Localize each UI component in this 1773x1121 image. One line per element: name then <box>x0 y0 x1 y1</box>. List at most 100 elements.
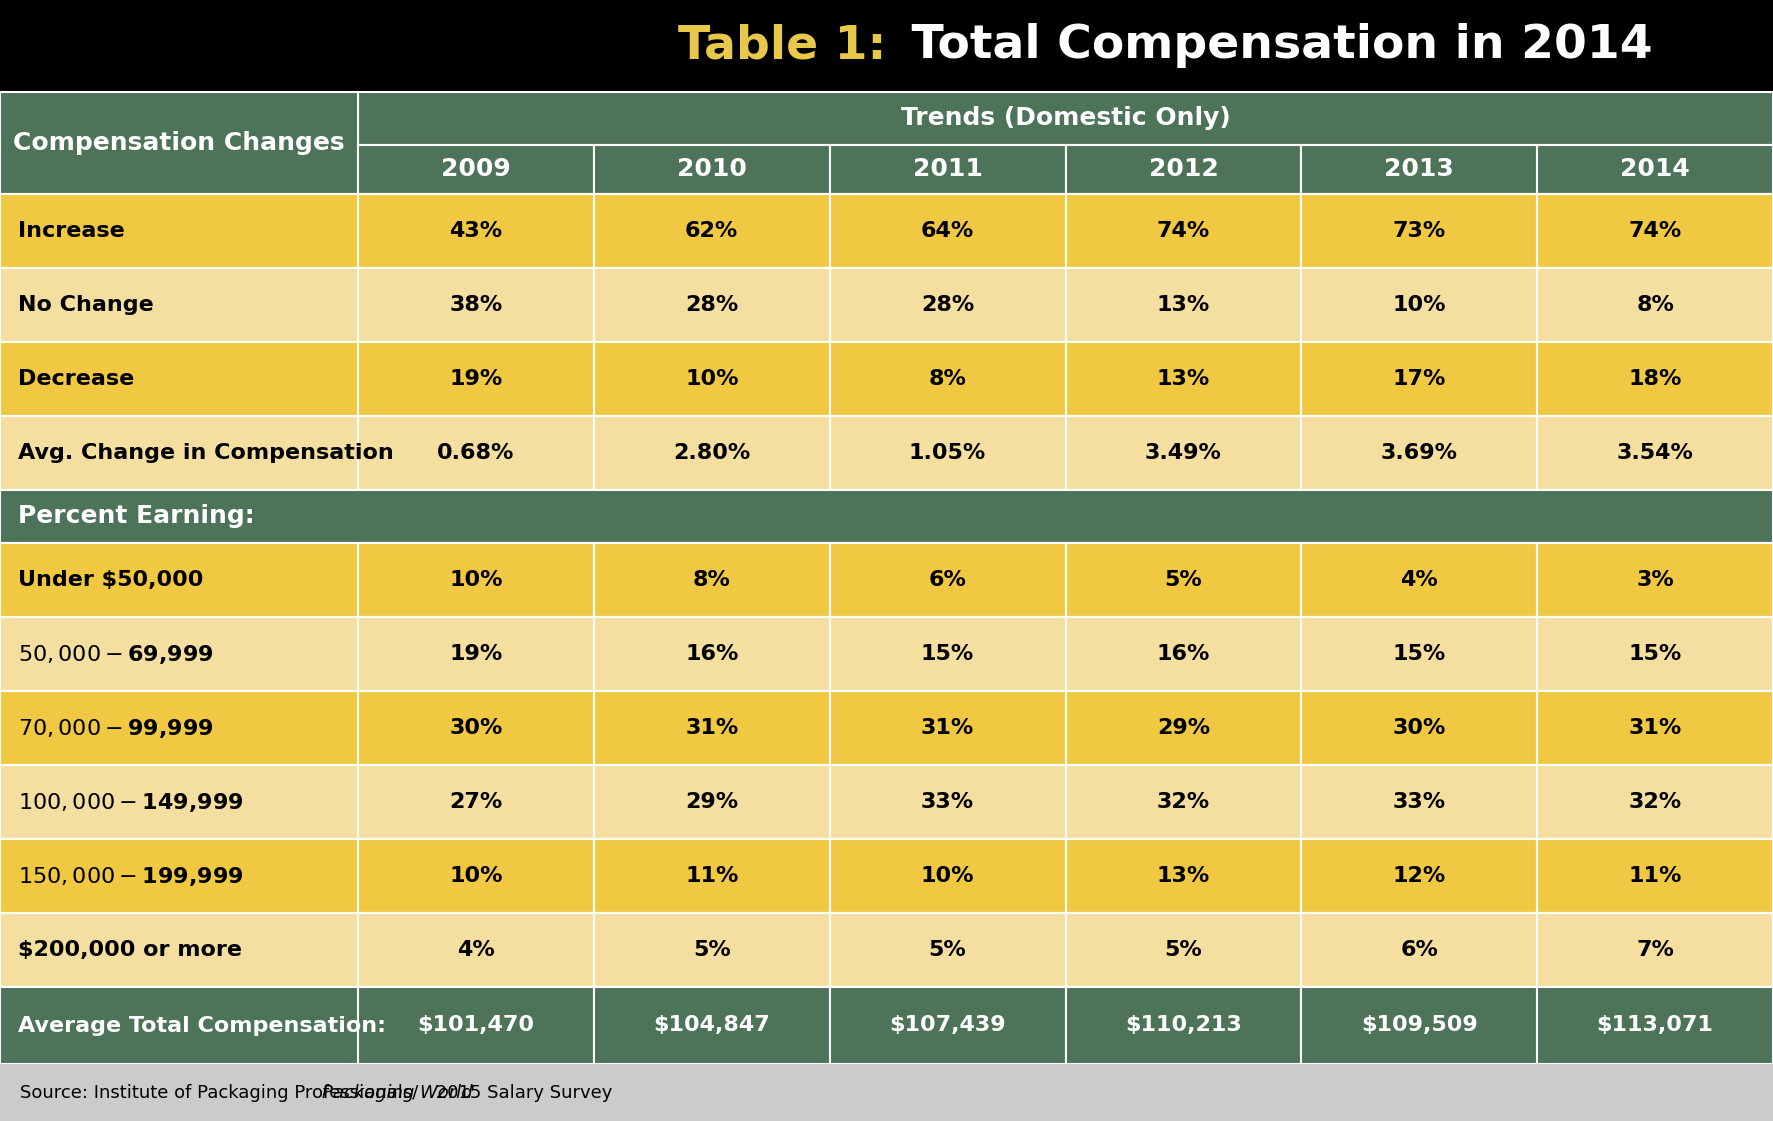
Bar <box>1301 342 1537 416</box>
Text: 33%: 33% <box>920 793 973 812</box>
Text: Decrease: Decrease <box>18 369 135 389</box>
Text: 29%: 29% <box>684 793 738 812</box>
Text: $50,000 - $69,999: $50,000 - $69,999 <box>18 642 215 666</box>
Bar <box>358 912 594 986</box>
Text: 19%: 19% <box>449 369 502 389</box>
Text: 1.05%: 1.05% <box>910 443 986 463</box>
Text: 13%: 13% <box>1156 867 1209 886</box>
Bar <box>1301 416 1537 490</box>
Text: Increase: Increase <box>18 221 124 241</box>
Text: $109,509: $109,509 <box>1362 1016 1477 1036</box>
Bar <box>0 342 1773 416</box>
Text: 16%: 16% <box>1156 643 1211 664</box>
Bar <box>1537 543 1773 617</box>
Text: 73%: 73% <box>1392 221 1445 241</box>
Text: $70,000 - $99,999: $70,000 - $99,999 <box>18 716 215 740</box>
Text: $104,847: $104,847 <box>654 1016 769 1036</box>
Bar <box>594 765 830 839</box>
Bar <box>358 416 594 490</box>
Text: 17%: 17% <box>1392 369 1447 389</box>
Text: 74%: 74% <box>1156 221 1209 241</box>
Bar <box>1537 765 1773 839</box>
Text: 4%: 4% <box>457 941 495 960</box>
Text: Compensation Changes: Compensation Changes <box>12 131 344 155</box>
Text: 13%: 13% <box>1156 295 1209 315</box>
Bar <box>0 92 358 194</box>
Bar <box>1066 268 1301 342</box>
Bar <box>830 268 1066 342</box>
Text: 29%: 29% <box>1156 717 1209 738</box>
Bar <box>830 416 1066 490</box>
Text: 3.69%: 3.69% <box>1381 443 1457 463</box>
Bar <box>830 765 1066 839</box>
Bar <box>1537 145 1773 194</box>
Bar <box>0 1064 1773 1121</box>
Text: 15%: 15% <box>1392 643 1445 664</box>
Bar <box>358 268 594 342</box>
Text: 5%: 5% <box>1165 941 1202 960</box>
Text: $150,000 - $199,999: $150,000 - $199,999 <box>18 864 243 888</box>
Text: $100,000 - $149,999: $100,000 - $149,999 <box>18 790 243 814</box>
Text: 10%: 10% <box>920 867 975 886</box>
Bar <box>358 342 594 416</box>
Bar <box>830 912 1066 986</box>
Bar <box>830 986 1066 1064</box>
Bar <box>1066 986 1301 1064</box>
Bar <box>358 543 594 617</box>
Text: $107,439: $107,439 <box>890 1016 1005 1036</box>
Bar <box>1537 839 1773 912</box>
Bar <box>830 691 1066 765</box>
Bar <box>1066 194 1301 268</box>
Text: 15%: 15% <box>920 643 973 664</box>
Bar <box>594 268 830 342</box>
Text: 3%: 3% <box>1636 569 1674 590</box>
Text: Trends (Domestic Only): Trends (Domestic Only) <box>901 106 1230 130</box>
Bar <box>1301 986 1537 1064</box>
Bar <box>1537 268 1773 342</box>
Text: 15%: 15% <box>1628 643 1683 664</box>
Bar <box>0 416 1773 490</box>
Text: Packaging World: Packaging World <box>323 1084 473 1102</box>
Bar <box>594 194 830 268</box>
Text: 7%: 7% <box>1636 941 1674 960</box>
Text: $200,000 or more: $200,000 or more <box>18 941 241 960</box>
Bar <box>1537 194 1773 268</box>
Bar <box>594 617 830 691</box>
Text: 64%: 64% <box>920 221 973 241</box>
Text: 5%: 5% <box>693 941 730 960</box>
Bar <box>1301 268 1537 342</box>
Bar <box>1537 342 1773 416</box>
Text: 16%: 16% <box>684 643 738 664</box>
Text: 11%: 11% <box>684 867 738 886</box>
Bar <box>358 765 594 839</box>
Bar <box>594 839 830 912</box>
Text: 5%: 5% <box>1165 569 1202 590</box>
Text: 31%: 31% <box>684 717 738 738</box>
Bar <box>0 194 1773 268</box>
Text: $101,470: $101,470 <box>417 1016 534 1036</box>
Bar <box>358 194 594 268</box>
Text: 2014: 2014 <box>1621 157 1690 182</box>
Text: 2010: 2010 <box>677 157 746 182</box>
Bar <box>1066 416 1301 490</box>
Bar <box>1537 986 1773 1064</box>
Bar <box>1537 617 1773 691</box>
Bar <box>358 145 594 194</box>
Bar <box>1066 617 1301 691</box>
Bar <box>594 691 830 765</box>
Text: 8%: 8% <box>929 369 966 389</box>
Text: Avg. Change in Compensation: Avg. Change in Compensation <box>18 443 394 463</box>
Text: 62%: 62% <box>684 221 738 241</box>
Bar <box>594 912 830 986</box>
Bar <box>1066 765 1301 839</box>
Text: 6%: 6% <box>1401 941 1438 960</box>
Bar <box>1066 543 1301 617</box>
Bar <box>1301 194 1537 268</box>
Text: 43%: 43% <box>449 221 502 241</box>
Text: 33%: 33% <box>1392 793 1445 812</box>
Bar <box>0 268 1773 342</box>
Bar <box>0 765 1773 839</box>
Text: Total Compensation in 2014: Total Compensation in 2014 <box>895 24 1652 68</box>
Bar <box>358 617 594 691</box>
Text: 13%: 13% <box>1156 369 1209 389</box>
